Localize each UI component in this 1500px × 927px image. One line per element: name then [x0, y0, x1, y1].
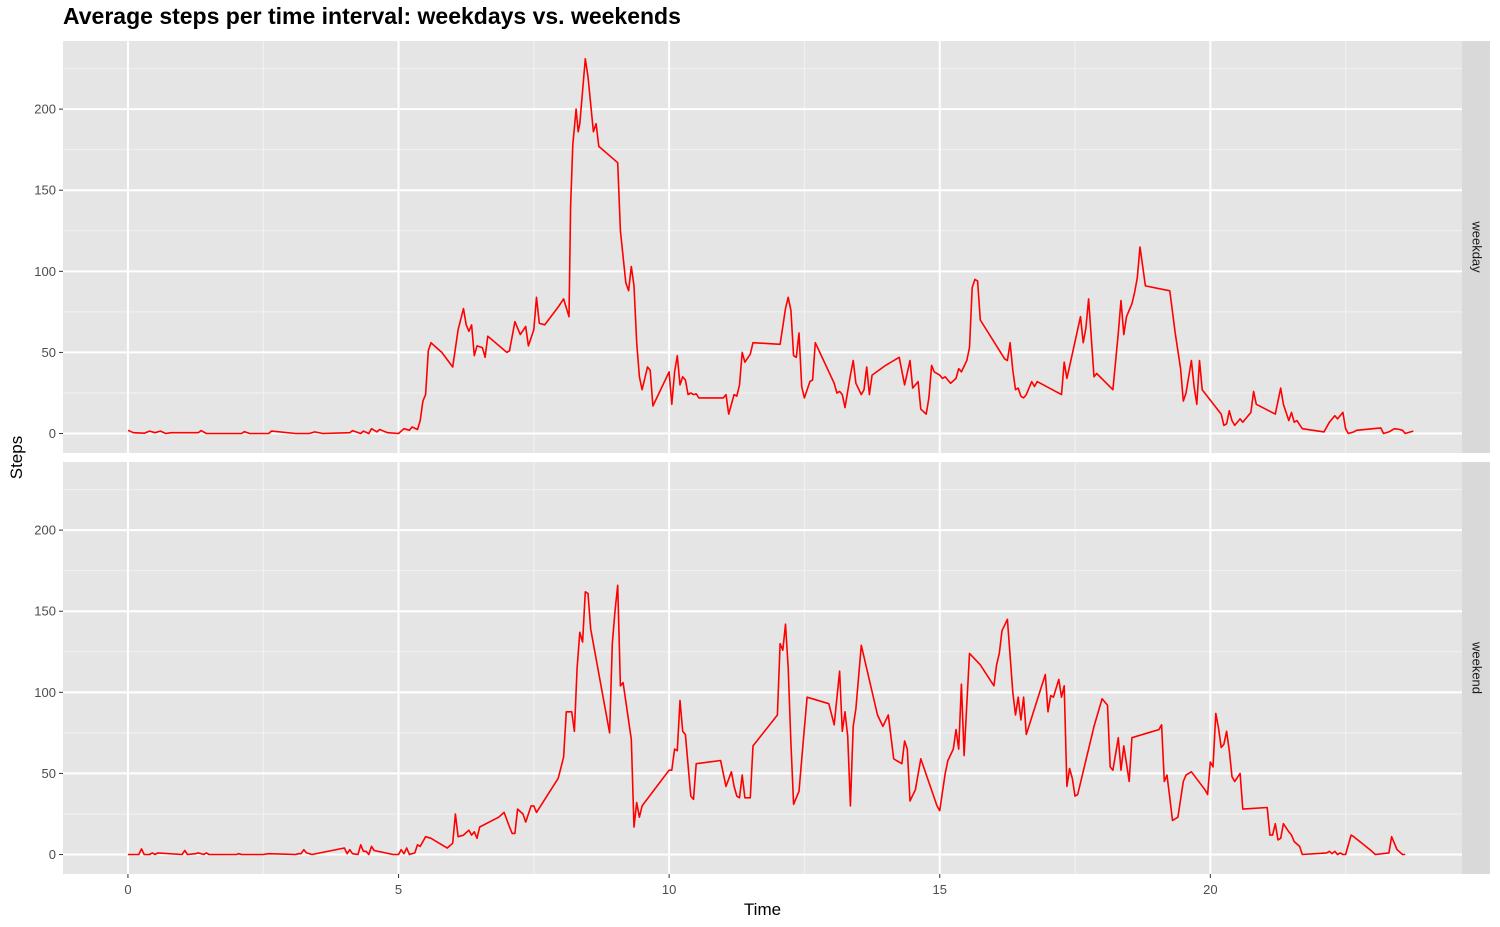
x-tick-label: 10	[662, 882, 676, 897]
panel-background	[63, 462, 1462, 874]
x-tick-label: 20	[1203, 882, 1217, 897]
y-tick-label: 150	[34, 604, 56, 619]
y-tick-label: 200	[34, 523, 56, 538]
y-tick-label: 0	[49, 847, 56, 862]
y-tick-label: 200	[34, 102, 56, 117]
facet-strip	[1462, 41, 1490, 453]
facet-strip	[1462, 462, 1490, 874]
series-line-weekday	[127, 58, 1414, 435]
y-tick-label: 150	[34, 183, 56, 198]
x-axis-title: Time	[744, 900, 781, 919]
x-tick-label: 15	[933, 882, 947, 897]
panel-background	[63, 41, 1462, 453]
y-tick-label: 100	[34, 264, 56, 279]
y-tick-label: 50	[42, 766, 56, 781]
y-tick-label: 0	[49, 426, 56, 441]
facet-strip-label: weekend	[1470, 641, 1485, 694]
chart-title: Average steps per time interval: weekday…	[63, 3, 681, 29]
y-tick-label: 100	[34, 685, 56, 700]
x-tick-label: 0	[124, 882, 131, 897]
x-tick-label: 5	[395, 882, 402, 897]
facet-strip-label: weekday	[1470, 220, 1485, 273]
series-line-weekend	[127, 584, 1406, 856]
y-tick-label: 50	[42, 345, 56, 360]
y-axis-title: Steps	[7, 436, 26, 479]
